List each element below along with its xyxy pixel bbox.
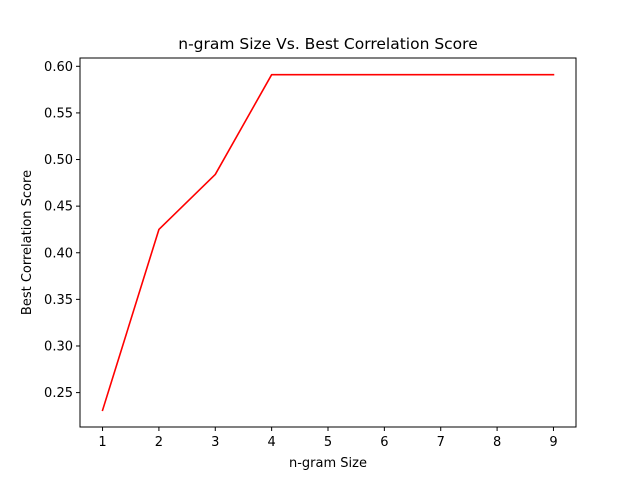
y-axis-label: Best Correlation Score bbox=[20, 170, 35, 315]
y-tick-label: 0.30 bbox=[44, 339, 73, 354]
x-tick-label: 1 bbox=[98, 435, 106, 450]
y-tick-label: 0.60 bbox=[44, 60, 73, 75]
series-layer bbox=[101, 73, 555, 412]
y-axis-ticks: 0.25 0.30 0.35 0.40 0.45 0.50 0.55 0.60 bbox=[44, 60, 80, 401]
y-tick-label: 0.40 bbox=[44, 246, 73, 261]
x-tick-label: 6 bbox=[380, 435, 388, 450]
x-tick-label: 8 bbox=[493, 435, 501, 450]
x-tick-label: 2 bbox=[155, 435, 163, 450]
x-axis-label: n-gram Size bbox=[289, 456, 367, 471]
y-tick-label: 0.50 bbox=[44, 153, 73, 168]
x-axis-ticks: 1 2 3 4 5 6 7 8 9 bbox=[98, 427, 558, 450]
y-tick-label: 0.25 bbox=[44, 386, 73, 401]
x-tick-label: 3 bbox=[211, 435, 219, 450]
plot-frame bbox=[79, 57, 577, 428]
y-tick-label: 0.45 bbox=[44, 200, 73, 215]
x-tick-label: 4 bbox=[267, 435, 275, 450]
chart-title: n-gram Size Vs. Best Correlation Score bbox=[178, 35, 478, 53]
plot-area bbox=[80, 58, 576, 427]
x-tick-label: 5 bbox=[324, 435, 332, 450]
x-tick-label: 7 bbox=[437, 435, 445, 450]
y-tick-label: 0.55 bbox=[44, 106, 73, 121]
x-tick-label: 9 bbox=[549, 435, 557, 450]
y-tick-label: 0.35 bbox=[44, 293, 73, 308]
